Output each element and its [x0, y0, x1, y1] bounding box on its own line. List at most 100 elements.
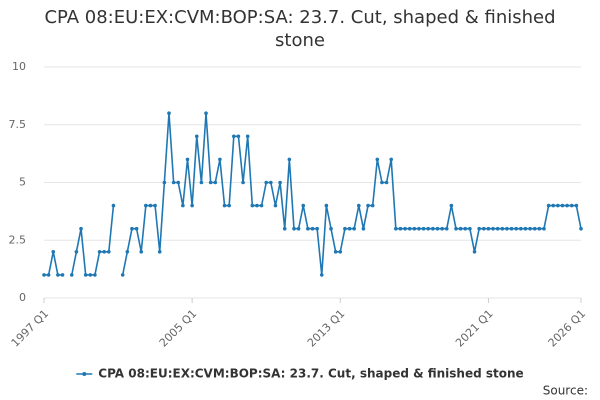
x-tick-label: 2021 Q1 — [453, 307, 496, 350]
y-tick-label: 10 — [12, 60, 26, 73]
point — [190, 203, 194, 208]
point — [292, 226, 296, 231]
point — [167, 111, 171, 115]
point — [79, 226, 83, 231]
point — [333, 250, 338, 254]
point — [375, 157, 380, 162]
chart-title: CPA 08:EU:EX:CVM:BOP:SA: 23.7. Cut, shap… — [44, 7, 556, 51]
point — [232, 134, 236, 139]
point — [218, 157, 222, 162]
point — [523, 226, 528, 231]
series-line — [70, 205, 115, 276]
point — [542, 226, 546, 231]
point — [301, 203, 306, 208]
point — [356, 203, 361, 208]
point — [454, 226, 458, 231]
point — [310, 226, 315, 231]
point — [60, 273, 65, 277]
point — [199, 180, 204, 185]
point — [556, 203, 560, 208]
point — [69, 273, 74, 277]
point — [93, 273, 97, 277]
point — [352, 226, 356, 231]
point — [370, 203, 375, 208]
x-tick-label: 1997 Q1 — [9, 307, 52, 350]
point — [514, 226, 518, 231]
point — [560, 203, 565, 208]
source: Source: — [543, 384, 588, 398]
point — [42, 273, 46, 277]
series-line — [44, 251, 63, 276]
point — [227, 203, 231, 208]
point — [347, 226, 352, 231]
point — [361, 226, 366, 231]
point — [417, 226, 421, 231]
point — [148, 203, 153, 208]
point — [125, 250, 130, 254]
point — [426, 226, 431, 231]
point — [319, 273, 324, 277]
point — [329, 226, 333, 231]
point — [306, 226, 310, 231]
point — [491, 226, 495, 231]
point — [449, 203, 454, 208]
x-tick-label: 2013 Q1 — [305, 307, 348, 350]
legend-marker — [82, 372, 87, 376]
point — [296, 226, 301, 231]
point — [440, 226, 444, 231]
y-tick-label: 0 — [19, 291, 26, 304]
point — [208, 180, 213, 185]
point — [282, 226, 287, 231]
point — [245, 134, 250, 139]
point — [486, 226, 491, 231]
point — [463, 226, 468, 231]
point — [384, 180, 389, 185]
point — [505, 226, 509, 231]
point — [171, 180, 176, 185]
point — [579, 226, 583, 231]
point — [435, 226, 440, 231]
point — [120, 273, 125, 277]
y-tick-label: 5 — [19, 176, 26, 189]
point — [56, 273, 60, 277]
point — [458, 226, 463, 231]
point — [107, 250, 111, 254]
point — [153, 203, 157, 208]
point — [181, 203, 185, 208]
point — [185, 157, 190, 162]
point — [269, 180, 273, 185]
point — [278, 180, 282, 185]
point — [519, 226, 523, 231]
point — [111, 203, 116, 208]
point — [565, 203, 569, 208]
legend-label: CPA 08:EU:EX:CVM:BOP:SA: 23.7. Cut, shap… — [98, 367, 523, 381]
point — [500, 226, 505, 231]
point — [546, 203, 551, 208]
point — [495, 226, 500, 231]
point — [264, 180, 269, 185]
point — [412, 226, 417, 231]
point — [537, 226, 542, 231]
point — [472, 250, 477, 254]
point — [574, 203, 579, 208]
point — [481, 226, 486, 231]
point — [222, 203, 227, 208]
point — [528, 226, 532, 231]
point — [569, 203, 574, 208]
point — [241, 180, 245, 185]
point — [213, 180, 218, 185]
y-tick-label: 2.5 — [9, 233, 27, 246]
point — [144, 203, 148, 208]
point — [176, 180, 181, 185]
point — [389, 157, 393, 162]
point — [139, 250, 144, 254]
point — [338, 250, 343, 254]
point — [315, 226, 319, 231]
point — [431, 226, 435, 231]
x-tick-label: 2005 Q1 — [157, 307, 200, 350]
point — [46, 273, 51, 277]
point — [532, 226, 537, 231]
point — [403, 226, 407, 231]
